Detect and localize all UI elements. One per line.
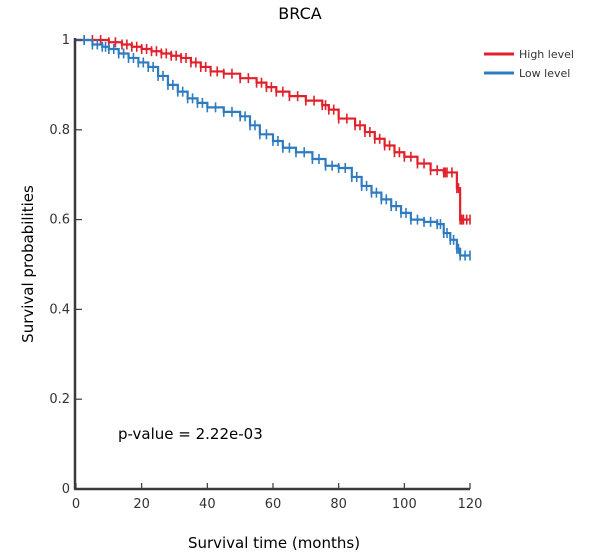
y-tick-label: 0.4 — [49, 302, 70, 317]
survival-curves — [76, 35, 471, 261]
y-axis-title: Survival probabilities — [19, 185, 37, 343]
y-tick-label: 0.6 — [49, 213, 70, 228]
x-tick-label: 60 — [265, 497, 282, 512]
legend-label: Low level — [519, 67, 570, 80]
y-tick-label: 0.8 — [49, 123, 70, 138]
x-tick-label: 100 — [392, 497, 417, 512]
series-line-high-level — [76, 38, 470, 221]
y-tick-label: 0 — [62, 482, 70, 497]
legend: High level Low level — [484, 48, 574, 80]
x-tick-label: 0 — [72, 497, 80, 512]
x-tick-label: 120 — [458, 497, 483, 512]
x-ticks: 0 20 40 60 80 100 120 — [72, 483, 483, 512]
chart-title: BRCA — [278, 4, 321, 23]
y-tick-label: 0.2 — [49, 392, 70, 407]
legend-label: High level — [519, 48, 574, 61]
x-axis-title: Survival time (months) — [188, 534, 360, 552]
x-tick-label: 40 — [199, 497, 216, 512]
y-ticks: 0 0.2 0.4 0.6 0.8 1 — [49, 33, 82, 497]
y-tick-label: 1 — [62, 33, 70, 48]
x-tick-label: 80 — [330, 497, 347, 512]
x-tick-label: 20 — [133, 497, 150, 512]
p-value-annotation: p-value = 2.22e-03 — [118, 425, 263, 443]
